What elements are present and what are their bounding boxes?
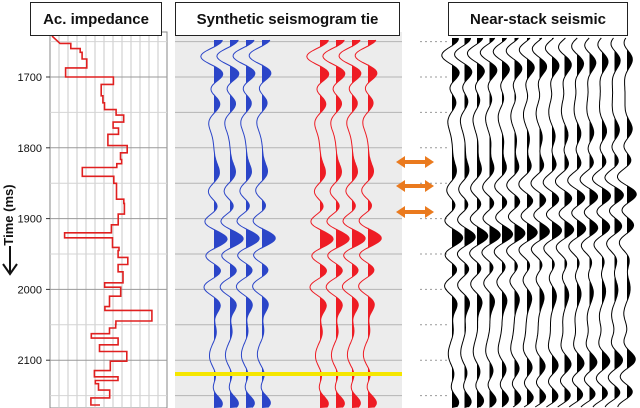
tie-arrow-head-right [425,206,434,218]
synthetic-right-trace-wiggle [306,39,334,408]
synthetic-title-text: Synthetic seismogram tie [196,10,379,28]
seismic-trace-wiggle [567,37,587,408]
time-axis-label: Time (ms) [1,184,16,245]
down-arrow-icon [2,246,18,276]
impedance-grid [49,31,168,408]
seismic-trace-fill [564,38,574,408]
synthetic-left-trace-fill [230,40,244,408]
seismic-trace-fill [477,38,488,408]
synthetic-panel-bg [175,32,402,408]
tie-arrow-head-left [396,156,405,168]
synthetic-right-trace-fill [336,40,350,408]
seismic-trace-wiggle [492,37,514,408]
synthetic-left-trace-fill [246,40,260,408]
synthetic-traces-right [306,39,382,408]
time-tick-label: 1900 [18,214,42,226]
seismic-trace-fill [627,38,637,408]
synthetic-right-trace-wiggle [322,39,350,408]
seismic-trace-fill [464,38,476,408]
seismic-traces [441,37,637,408]
synthetic-left-trace-wiggle [200,39,228,408]
seismic-trace-wiggle [555,37,575,408]
seismic-trace-fill [589,38,598,408]
tie-arrow-head-left [396,206,405,218]
seismic-trace-wiggle [479,37,501,408]
synthetic-panel-title: Synthetic seismogram tie [175,2,400,36]
synthetic-left-trace-wiggle [216,39,244,408]
seismic-trace-fill [614,38,624,408]
seismic-grid [420,41,450,397]
seismic-trace-wiggle [579,37,599,408]
impedance-title-text: Ac. impedance [43,10,149,28]
seismic-trace-wiggle [542,37,563,408]
seismic-title-text: Near-stack seismic [470,10,606,28]
synthetic-left-trace-fill [214,40,228,408]
seismic-trace-fill [502,38,513,408]
seismic-trace-fill [527,38,538,408]
seismic-trace-wiggle [591,37,612,408]
time-tick-label: 1800 [18,143,42,155]
seismic-trace-wiggle [466,37,489,408]
seismic-trace-fill [514,38,525,408]
tie-arrow-head-left [396,180,405,192]
seismic-trace-wiggle [518,37,538,408]
down-arrow-head [2,263,18,276]
synthetic-right-trace-wiggle [338,39,366,408]
time-tick-label: 1700 [18,72,42,84]
double-headed-arrow-icon [396,156,434,168]
seismic-trace-fill [552,38,562,408]
seismic-trace-wiggle [441,38,464,408]
seismic-trace-fill [539,38,550,408]
seismic-trace-fill [602,38,611,408]
seismic-trace-wiggle [505,37,526,408]
synthetic-right-trace-wiggle [354,39,382,408]
time-tick-label: 2000 [18,284,42,296]
seismic-trace-wiggle [454,37,476,408]
synthetic-left-trace-wiggle [248,39,276,408]
impedance-curve [51,35,153,406]
seismic-trace-fill [489,38,501,408]
seismic-trace-wiggle [530,37,550,408]
seismic-trace-wiggle [617,37,637,408]
double-headed-arrow-icon [396,180,434,192]
seismic-trace-wiggle [604,37,624,408]
synthetic-right-trace-fill [320,40,334,408]
seismic-panel-title: Near-stack seismic [448,2,628,36]
impedance-panel-title: Ac. impedance [30,2,162,36]
synthetic-left-trace-wiggle [232,39,260,408]
synthetic-traces-left [200,39,276,408]
time-tick-label: 2100 [18,355,42,367]
tie-arrow-head-right [425,156,434,168]
synthetic-right-trace-fill [352,40,366,408]
tie-arrow-head-right [425,180,434,192]
tie-arrows [396,156,434,218]
double-headed-arrow-icon [396,206,434,218]
time-axis: 1700 1800 1900 2000 2100 Time (ms) [1,72,50,367]
